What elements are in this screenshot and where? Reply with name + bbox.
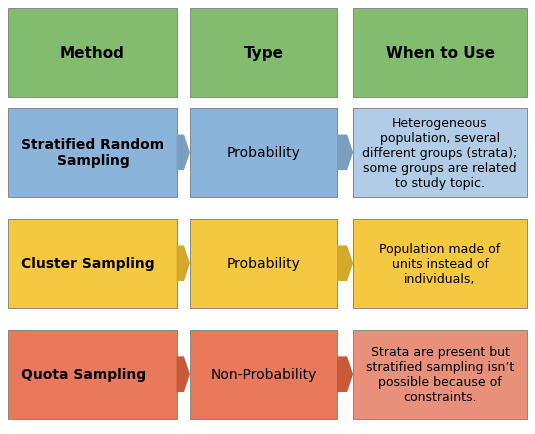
Polygon shape — [177, 246, 190, 282]
Polygon shape — [337, 246, 353, 282]
FancyBboxPatch shape — [353, 9, 527, 98]
FancyBboxPatch shape — [8, 219, 177, 308]
Polygon shape — [177, 135, 190, 171]
FancyBboxPatch shape — [8, 330, 177, 419]
Text: Heterogeneous
population, several
different groups (strata);
some groups are rel: Heterogeneous population, several differ… — [362, 117, 518, 189]
Text: Cluster Sampling: Cluster Sampling — [21, 256, 155, 271]
Text: Quota Sampling: Quota Sampling — [21, 367, 147, 381]
Text: Non-Probability: Non-Probability — [210, 367, 317, 381]
FancyBboxPatch shape — [353, 219, 527, 308]
FancyBboxPatch shape — [8, 9, 177, 98]
Text: When to Use: When to Use — [386, 46, 494, 61]
FancyBboxPatch shape — [190, 9, 337, 98]
Text: Strata are present but
stratified sampling isn’t
possible because of
constraints: Strata are present but stratified sampli… — [366, 345, 514, 403]
Text: Population made of
units instead of
individuals,: Population made of units instead of indi… — [379, 242, 501, 285]
FancyBboxPatch shape — [353, 330, 527, 419]
Text: Probability: Probability — [226, 146, 301, 160]
FancyBboxPatch shape — [190, 108, 337, 197]
Polygon shape — [337, 135, 353, 171]
FancyBboxPatch shape — [353, 108, 527, 197]
Text: Probability: Probability — [226, 256, 301, 271]
FancyBboxPatch shape — [8, 108, 177, 197]
FancyBboxPatch shape — [190, 330, 337, 419]
Text: Stratified Random
Sampling: Stratified Random Sampling — [21, 138, 165, 168]
Text: Method: Method — [60, 46, 125, 61]
Polygon shape — [337, 357, 353, 392]
FancyBboxPatch shape — [190, 219, 337, 308]
Text: Type: Type — [243, 46, 284, 61]
Polygon shape — [177, 357, 190, 392]
